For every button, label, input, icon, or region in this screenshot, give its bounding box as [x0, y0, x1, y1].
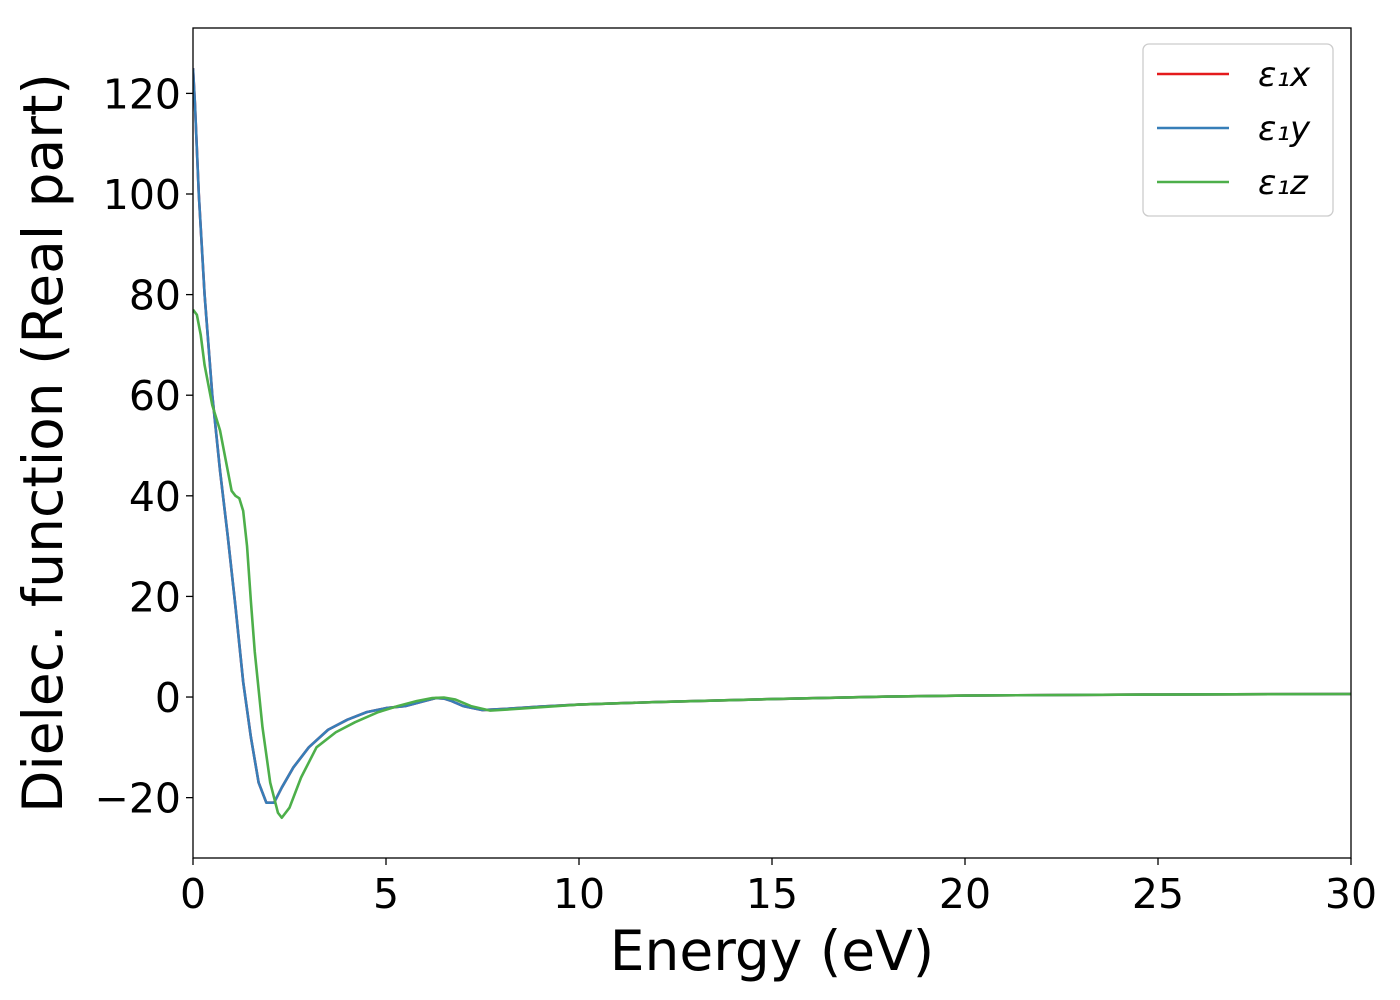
x-tick-label: 20: [939, 870, 991, 918]
legend-box: [1142, 43, 1334, 217]
y-tick-label: 80: [129, 272, 181, 320]
x-tick-label: 10: [553, 870, 605, 918]
x-tick-label: 0: [180, 870, 206, 918]
legend: ε₁x ε₁y ε₁z: [1142, 43, 1334, 217]
y-tick-label: 40: [129, 473, 181, 521]
legend-label-1: ε₁x: [1258, 55, 1311, 95]
y-tick-label: −20: [94, 775, 181, 823]
y-tick-label: 0: [155, 674, 181, 722]
x-tick-label: 15: [746, 870, 798, 918]
y-axis-title: Dielec. function (Real part): [11, 73, 75, 813]
series-layer: [193, 68, 1351, 820]
ticks-layer: 0 5 10 15 20 25 30 −20 0 20 40 60 80 100 120: [94, 70, 1377, 918]
legend-label-3: ε₁z: [1258, 163, 1309, 203]
x-tick-label: 5: [373, 870, 399, 918]
y-tick-label: 120: [103, 70, 181, 118]
x-axis-title: Energy (eV): [610, 919, 934, 983]
y-tick-label: 100: [103, 171, 181, 219]
legend-label-2: ε₁y: [1258, 109, 1311, 149]
series-line-3: [193, 308, 1351, 820]
y-tick-label: 20: [129, 573, 181, 621]
x-tick-label: 30: [1325, 870, 1377, 918]
y-tick-label: 60: [129, 372, 181, 420]
x-tick-label: 25: [1132, 870, 1184, 918]
